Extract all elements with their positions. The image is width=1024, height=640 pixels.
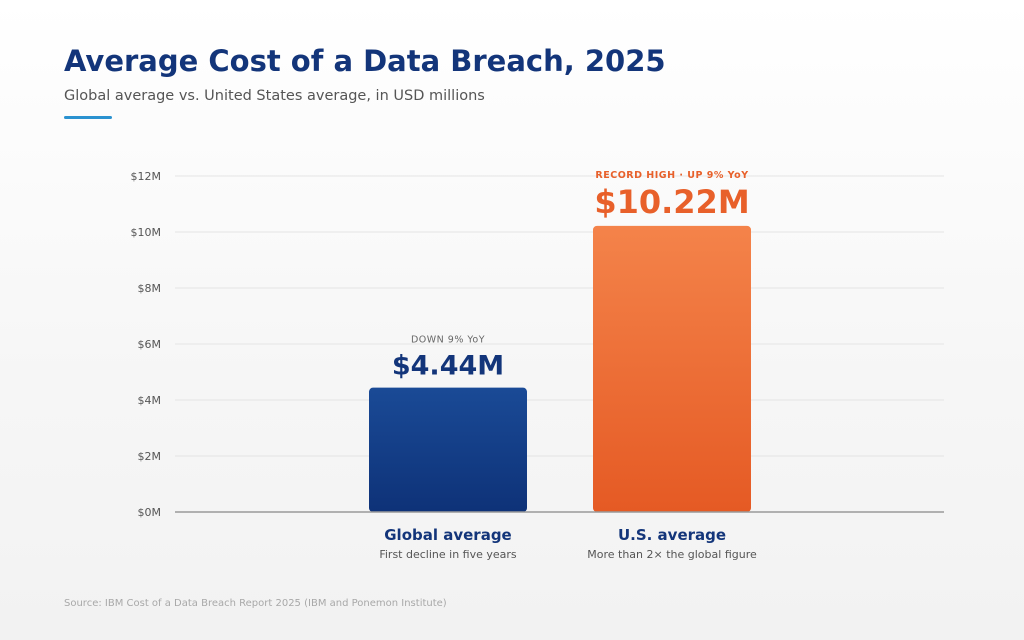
chart-title: Average Cost of a Data Breach, 2025 xyxy=(64,44,666,78)
x-category-label: U.S. average xyxy=(618,526,726,544)
source-note: Source: IBM Cost of a Data Breach Report… xyxy=(64,598,447,609)
y-tick-label: $4M xyxy=(138,394,162,407)
title-accent-rule xyxy=(64,116,112,119)
bar-caption: More than 2× the global figure xyxy=(587,548,757,561)
bar-value-label: $4.44M xyxy=(392,351,504,382)
chart-subtitle: Global average vs. United States average… xyxy=(64,88,485,104)
y-tick-label: $8M xyxy=(138,282,162,295)
bar-us-average xyxy=(593,225,751,512)
bar-caption: First decline in five years xyxy=(379,548,517,561)
y-tick-label: $0M xyxy=(138,506,162,519)
bar-global-average xyxy=(369,387,527,512)
y-tick-label: $2M xyxy=(138,450,162,463)
y-tick-label: $12M xyxy=(131,170,162,183)
bar-annotation: DOWN 9% YoY xyxy=(411,335,485,346)
bar-value-label: $10.22M xyxy=(594,183,749,221)
bar-annotation: RECORD HIGH · UP 9% YoY xyxy=(595,170,748,181)
y-tick-label: $10M xyxy=(131,226,162,239)
x-category-label: Global average xyxy=(384,526,512,544)
y-tick-label: $6M xyxy=(138,338,162,351)
